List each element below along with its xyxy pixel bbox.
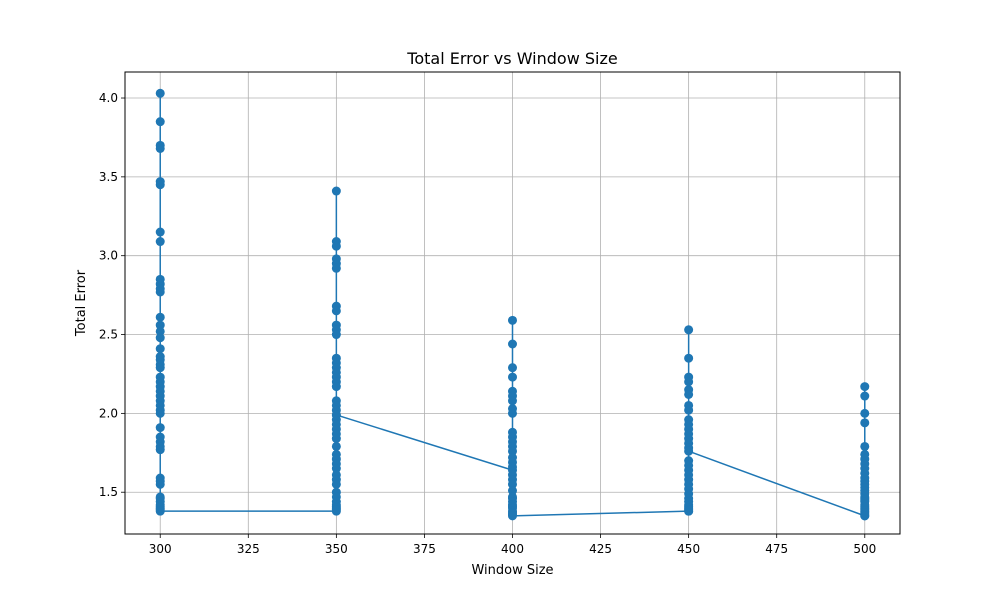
- data-point: [155, 312, 165, 322]
- data-point: [155, 227, 165, 237]
- data-point: [860, 418, 870, 428]
- data-point: [684, 377, 694, 387]
- y-tick-label: 2.0: [99, 406, 118, 420]
- axis-ticks: 300 325 350 375 400 425 450 475 500 1.5 2.0 2.5 3.0 3…: [99, 91, 876, 556]
- data-point: [331, 306, 341, 316]
- data-point: [155, 326, 165, 336]
- data-point: [860, 391, 870, 401]
- x-tick-label: 375: [413, 542, 436, 556]
- data-point: [331, 434, 341, 444]
- y-tick-label: 3.5: [99, 170, 118, 184]
- x-tick-label: 425: [589, 542, 612, 556]
- data-point: [155, 88, 165, 98]
- data-point: [684, 506, 694, 516]
- data-point: [684, 325, 694, 335]
- data-point: [155, 479, 165, 489]
- data-point: [508, 396, 517, 406]
- x-tick-label: 400: [501, 542, 524, 556]
- data-point: [155, 423, 165, 433]
- series-total-error: [155, 88, 870, 521]
- y-tick-label: 1.5: [99, 485, 118, 499]
- x-tick-label: 475: [765, 542, 788, 556]
- data-point: [508, 446, 517, 456]
- data-point: [155, 117, 165, 127]
- y-tick-label: 4.0: [99, 91, 118, 105]
- data-point: [155, 408, 165, 418]
- data-point: [331, 505, 341, 515]
- y-tick-label: 3.0: [99, 249, 118, 263]
- data-point: [684, 353, 694, 363]
- data-point: [331, 464, 341, 474]
- data-point: [155, 352, 165, 362]
- data-point: [684, 389, 694, 399]
- data-point: [331, 410, 341, 420]
- data-point: [860, 382, 870, 392]
- data-point: [331, 241, 341, 251]
- x-tick-label: 325: [237, 542, 260, 556]
- data-point: [331, 186, 341, 196]
- data-point: [155, 143, 165, 153]
- data-point: [155, 506, 165, 516]
- data-point: [508, 339, 517, 349]
- data-point: [508, 479, 517, 489]
- data-point: [508, 486, 517, 496]
- data-point: [508, 408, 517, 418]
- data-point: [155, 363, 165, 373]
- x-tick-label: 300: [149, 542, 172, 556]
- data-point: [508, 462, 517, 472]
- data-point: [155, 344, 165, 354]
- data-point: [508, 511, 517, 521]
- data-point: [155, 237, 165, 247]
- data-point: [331, 441, 341, 451]
- data-point: [860, 441, 870, 451]
- data-point: [508, 315, 517, 325]
- data-point: [331, 382, 341, 392]
- x-axis-label: Window Size: [471, 563, 553, 578]
- chart-title: Total Error vs Window Size: [406, 49, 617, 68]
- y-tick-label: 2.5: [99, 328, 118, 342]
- data-point: [860, 511, 870, 521]
- data-point: [508, 363, 517, 373]
- data-point: [155, 445, 165, 455]
- data-point: [155, 320, 165, 330]
- data-point: [155, 287, 165, 297]
- data-point: [331, 479, 341, 489]
- data-point: [860, 408, 870, 418]
- data-point: [508, 372, 517, 382]
- data-point: [155, 180, 165, 190]
- data-point: [331, 263, 341, 273]
- data-point: [684, 446, 694, 456]
- data-point: [331, 330, 341, 340]
- x-tick-label: 450: [677, 542, 700, 556]
- data-point: [155, 333, 165, 343]
- data-point: [684, 405, 694, 415]
- x-tick-label: 500: [853, 542, 876, 556]
- x-tick-label: 350: [325, 542, 348, 556]
- y-axis-label: Total Error: [74, 269, 89, 337]
